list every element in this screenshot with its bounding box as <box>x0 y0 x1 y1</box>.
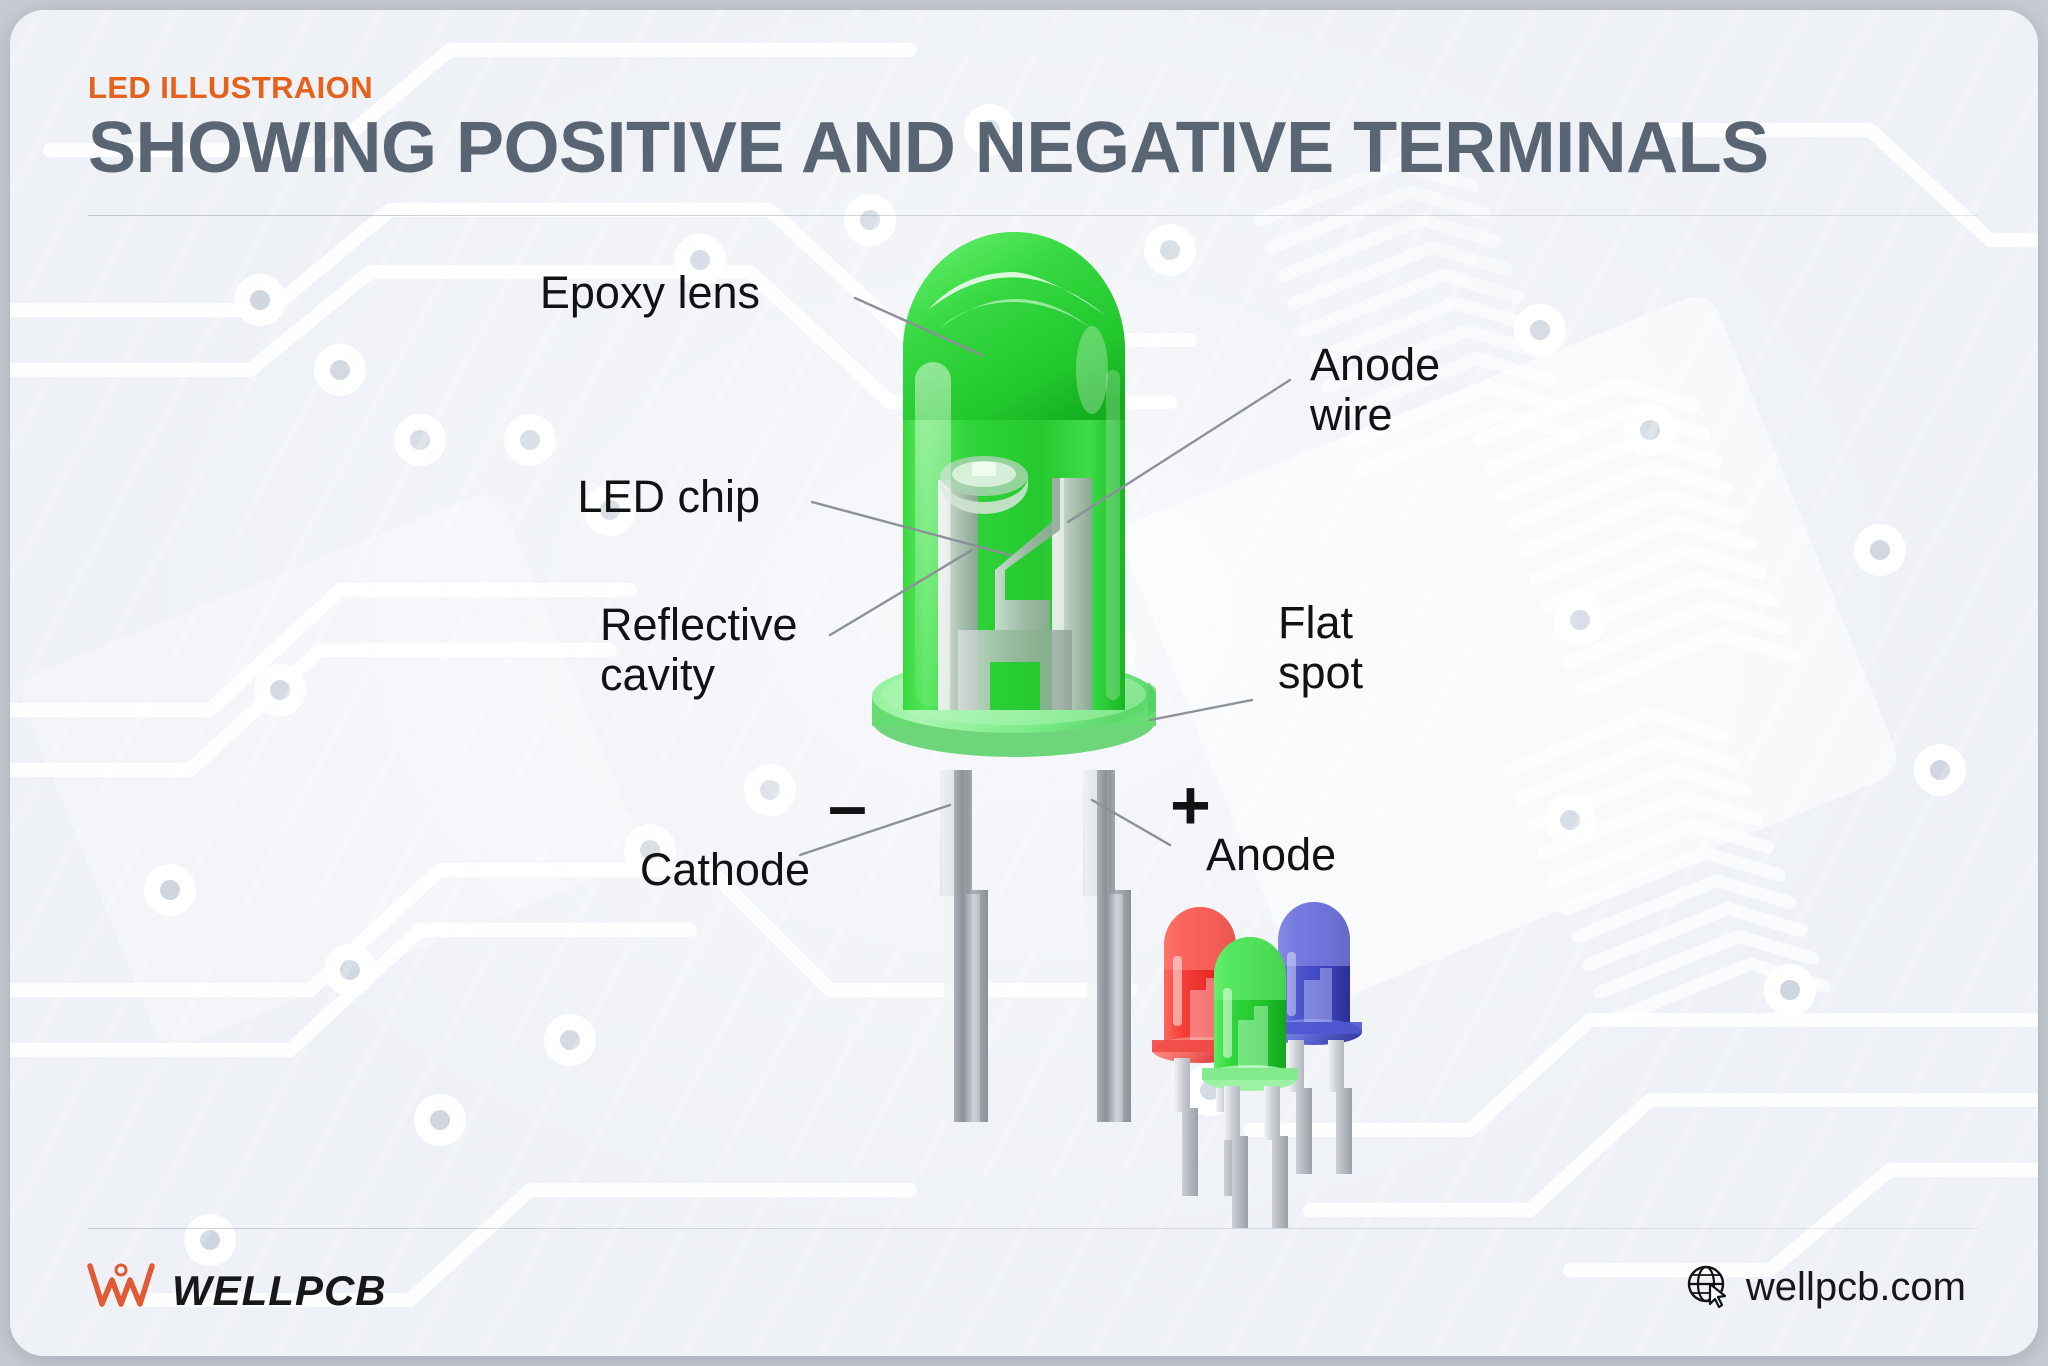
callout-led-chip: LED chip <box>577 471 760 522</box>
negative-sign: – <box>828 766 867 844</box>
header-divider <box>88 215 1978 216</box>
callout-cathode: Cathode <box>639 844 810 895</box>
callout-anode: Anode <box>1206 829 1337 880</box>
callout-reflective-cavity: Reflective cavity <box>600 599 798 701</box>
anode-lead <box>1083 770 1131 1122</box>
website-link[interactable]: wellpcb.com <box>1684 1262 1966 1313</box>
small-led-green <box>1202 937 1298 1228</box>
callout-flat-spot: Flat spot <box>1278 597 1364 699</box>
eyebrow-text: LED ILLUSTRAION <box>88 70 373 105</box>
cathode-lead <box>940 770 988 1122</box>
globe-cursor-icon <box>1684 1262 1730 1313</box>
led-illustration <box>10 10 2038 1356</box>
infographic-card: LED ILLUSTRAION SHOWING POSITIVE AND NEG… <box>10 10 2038 1356</box>
brand-text: WELLPCB <box>172 1266 387 1314</box>
wellpcb-w-logo-icon <box>82 1258 160 1323</box>
footer-divider <box>88 1228 1978 1229</box>
header: LED ILLUSTRAION SHOWING POSITIVE AND NEG… <box>88 70 1988 184</box>
callout-epoxy-lens: Epoxy lens <box>539 267 760 318</box>
positive-sign: + <box>1170 766 1211 844</box>
website-text: wellpcb.com <box>1745 1265 1966 1309</box>
callout-anode-wire: Anode wire <box>1310 339 1441 441</box>
wellpcb-logo[interactable]: WELLPCB <box>82 1258 387 1323</box>
small-led-blue <box>1266 902 1362 1174</box>
page-title: SHOWING POSITIVE AND NEGATIVE TERMINALS <box>88 108 1769 188</box>
